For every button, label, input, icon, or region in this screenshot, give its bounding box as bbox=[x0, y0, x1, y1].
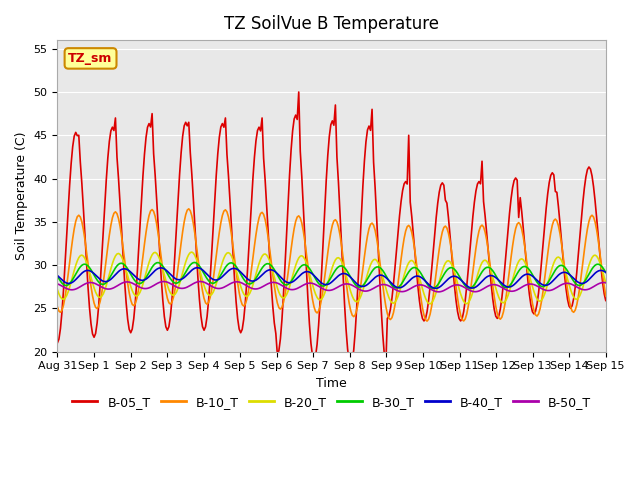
B-20_T bbox=[426, 301, 434, 307]
B-20_T bbox=[295, 255, 303, 261]
B-50_T bbox=[246, 285, 253, 290]
Line: B-50_T: B-50_T bbox=[58, 282, 605, 292]
B-05_T bbox=[293, 117, 301, 122]
B-10_T bbox=[575, 294, 582, 300]
B-05_T bbox=[236, 326, 243, 332]
B-40_T bbox=[602, 269, 609, 275]
B-05_T bbox=[54, 340, 61, 346]
B-05_T bbox=[217, 124, 225, 130]
B-50_T bbox=[54, 281, 61, 287]
B-40_T bbox=[218, 274, 226, 279]
B-10_T bbox=[423, 318, 431, 324]
B-10_T bbox=[218, 213, 226, 218]
B-50_T bbox=[602, 280, 609, 286]
X-axis label: Time: Time bbox=[316, 377, 347, 390]
B-05_T bbox=[295, 89, 303, 95]
B-50_T bbox=[197, 279, 205, 285]
B-20_T bbox=[54, 287, 61, 293]
B-20_T bbox=[602, 280, 609, 286]
B-20_T bbox=[246, 290, 253, 296]
Y-axis label: Soil Temperature (C): Soil Temperature (C) bbox=[15, 132, 28, 260]
B-10_T bbox=[185, 206, 193, 212]
B-20_T bbox=[121, 262, 129, 268]
B-40_T bbox=[433, 286, 440, 291]
B-30_T bbox=[237, 271, 244, 277]
B-50_T bbox=[435, 289, 443, 295]
B-05_T bbox=[382, 363, 390, 369]
B-50_T bbox=[295, 285, 303, 290]
B-10_T bbox=[237, 297, 244, 303]
B-20_T bbox=[188, 249, 196, 255]
Title: TZ SoilVue B Temperature: TZ SoilVue B Temperature bbox=[224, 15, 439, 33]
Line: B-05_T: B-05_T bbox=[58, 92, 605, 366]
B-10_T bbox=[602, 293, 609, 299]
B-05_T bbox=[602, 298, 609, 303]
B-30_T bbox=[602, 269, 609, 275]
B-30_T bbox=[121, 262, 129, 268]
Text: TZ_sm: TZ_sm bbox=[68, 52, 113, 65]
B-50_T bbox=[237, 280, 244, 286]
B-40_T bbox=[246, 277, 253, 283]
B-50_T bbox=[121, 279, 129, 285]
B-40_T bbox=[295, 274, 303, 279]
Line: B-20_T: B-20_T bbox=[58, 252, 605, 304]
B-40_T bbox=[237, 269, 244, 275]
B-30_T bbox=[246, 281, 253, 287]
B-10_T bbox=[121, 257, 129, 263]
B-40_T bbox=[121, 266, 129, 272]
B-05_T bbox=[575, 253, 582, 259]
B-10_T bbox=[246, 279, 253, 285]
B-50_T bbox=[218, 285, 226, 291]
Line: B-30_T: B-30_T bbox=[58, 263, 605, 288]
B-50_T bbox=[575, 285, 582, 291]
B-40_T bbox=[54, 273, 61, 278]
B-30_T bbox=[429, 286, 437, 291]
B-20_T bbox=[218, 260, 226, 265]
B-30_T bbox=[575, 283, 582, 288]
B-20_T bbox=[237, 283, 244, 289]
B-30_T bbox=[54, 273, 61, 279]
B-30_T bbox=[295, 266, 303, 272]
B-40_T bbox=[575, 279, 582, 285]
B-10_T bbox=[54, 304, 61, 310]
Line: B-40_T: B-40_T bbox=[58, 268, 605, 288]
B-05_T bbox=[121, 278, 129, 284]
B-40_T bbox=[194, 265, 202, 271]
B-30_T bbox=[191, 260, 198, 265]
B-30_T bbox=[218, 269, 226, 275]
Legend: B-05_T, B-10_T, B-20_T, B-30_T, B-40_T, B-50_T: B-05_T, B-10_T, B-20_T, B-30_T, B-40_T, … bbox=[67, 391, 596, 414]
B-10_T bbox=[295, 213, 303, 219]
B-20_T bbox=[575, 295, 582, 301]
Line: B-10_T: B-10_T bbox=[58, 209, 605, 321]
B-05_T bbox=[244, 254, 252, 260]
